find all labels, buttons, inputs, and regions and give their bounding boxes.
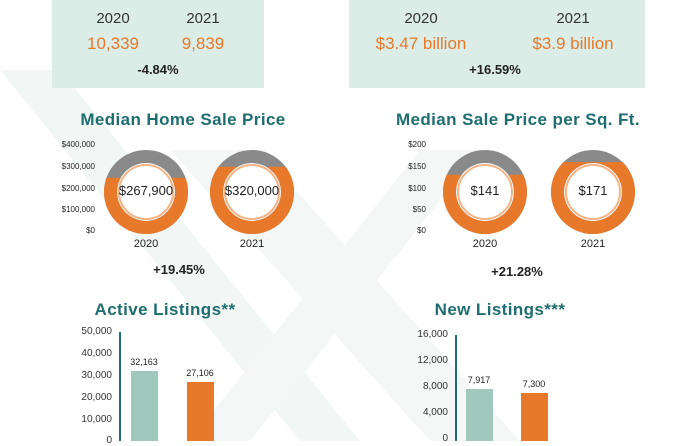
active-listings-tick: 40,000 (81, 348, 112, 359)
closed-sales-change: -4.84% (137, 62, 179, 77)
median-price-ring-2021 (210, 150, 294, 234)
active-listings-tick: 50,000 (81, 326, 112, 337)
closed-sales-value-2020: 10,339 (87, 34, 139, 53)
median-sqft-ring-label-2020: $141 (470, 183, 500, 198)
dollar-volume-value-2020: $3.47 billion (375, 34, 467, 53)
median-price-ring-2020 (104, 150, 188, 234)
active-listings-tick: 30,000 (81, 370, 112, 381)
median-sqft-tick: $50 (412, 205, 426, 214)
active-listings-bar-2020 (131, 370, 158, 441)
median-price-ring-label-2020: $267,900 (118, 183, 174, 198)
median-price-change: +19.45% (153, 262, 205, 277)
median-sqft-tick: $200 (408, 140, 426, 149)
median-price-tick: $200,000 (61, 184, 95, 193)
median-price-ring-label-2021: $320,000 (224, 183, 280, 198)
active-listings-axis (119, 332, 121, 441)
dollar-volume-year-2020: 2020 (404, 10, 438, 27)
closed-sales-year-2021: 2021 (186, 10, 220, 27)
active-listings-title: Active Listings** (94, 300, 236, 319)
median-price-tick: $0 (86, 226, 95, 235)
ring-fill-portion (210, 166, 294, 234)
new-listings-title: New Listings*** (434, 300, 566, 319)
active-listings-tick: 10,000 (81, 414, 112, 425)
closed-sales-year-2020: 2020 (96, 10, 130, 27)
dollar-volume-card (349, 0, 645, 88)
active-listings-bar-label-2021: 27,106 (186, 367, 214, 378)
median-sqft-tick: $0 (417, 226, 426, 235)
active-listings-bar-2021 (187, 381, 214, 441)
median-price-year-2021: 2021 (239, 238, 265, 250)
active-listings-tick: 20,000 (81, 392, 112, 403)
new-listings-bar-label-2021: 7,300 (522, 378, 546, 389)
median-sqft-tick: $150 (408, 162, 426, 171)
closed-sales-value-2021: 9,839 (181, 34, 225, 53)
new-listings-bar-2021 (521, 392, 548, 441)
median-sqft-ring-label-2021: $171 (578, 183, 608, 198)
median-price-tick: $300,000 (61, 162, 95, 171)
median-price-title: Median Home Sale Price (80, 110, 286, 129)
ring-center (118, 164, 174, 220)
ring-fill-portion (551, 162, 635, 234)
median-price-year-2020: 2020 (133, 238, 159, 250)
closed-sales-card (52, 0, 264, 88)
new-listings-tick: 0 (442, 433, 448, 444)
median-sqft-tick: $100 (408, 184, 426, 193)
median-sqft-title: Median Sale Price per Sq. Ft. (395, 110, 640, 129)
median-price-tick: $400,000 (61, 140, 95, 149)
median-sqft-ring-2020 (443, 150, 527, 234)
ring-fill-portion (443, 174, 527, 234)
new-listings-bar-2020 (466, 388, 493, 441)
median-sqft-change: +21.28% (491, 264, 543, 279)
median-sqft-year-2020: 2020 (472, 238, 498, 250)
active-listings-bar-label-2020: 32,163 (130, 356, 158, 367)
median-sqft-year-2021: 2021 (580, 238, 606, 250)
median-sqft-ring-2021 (551, 150, 635, 234)
new-listings-tick: 8,000 (422, 381, 448, 392)
ring-center (224, 164, 280, 220)
ring-fill-portion (104, 177, 188, 234)
new-listings-axis (455, 335, 457, 441)
new-listings-tick: 4,000 (422, 407, 448, 418)
new-listings-tick: 12,000 (417, 355, 448, 366)
dollar-volume-change: +16.59% (469, 62, 521, 77)
new-listings-tick: 16,000 (417, 329, 448, 340)
ring-center (565, 164, 621, 220)
dollar-volume-value-2021: $3.9 billion (532, 34, 614, 53)
median-price-tick: $100,000 (61, 205, 95, 214)
ring-center (457, 164, 513, 220)
new-listings-bar-label-2020: 7,917 (467, 374, 491, 385)
dollar-volume-year-2021: 2021 (556, 10, 590, 27)
